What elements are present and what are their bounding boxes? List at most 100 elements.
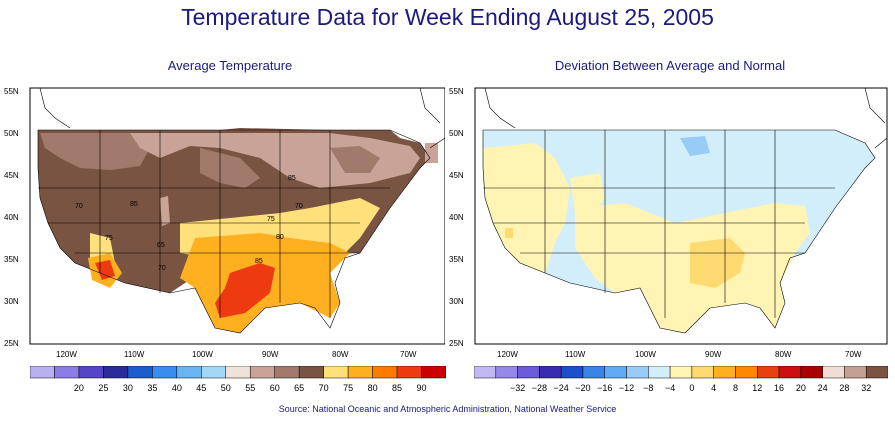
lon-label: 100W xyxy=(192,350,213,359)
colorbar-label: 25 xyxy=(98,383,108,393)
colorbar-swatch xyxy=(822,366,845,379)
lon-label: 120W xyxy=(56,350,77,359)
lon-label: 110W xyxy=(565,350,586,359)
lon-label: 90W xyxy=(705,350,722,359)
lon-labels-left: 120W 110W 100W 90W 80W 70W xyxy=(56,350,417,359)
us-deviation-regions xyxy=(483,130,875,333)
contour-label: 70 xyxy=(75,203,83,210)
colorbar-swatch xyxy=(648,366,671,379)
lon-label: 100W xyxy=(635,350,656,359)
colorbar-swatch xyxy=(865,366,888,379)
lat-label: 50N xyxy=(4,129,19,138)
colorbar-swatch xyxy=(495,366,518,379)
lat-label: 25N xyxy=(4,339,19,348)
lat-labels-right: 55N 50N 45N 40N 35N 30N 25N xyxy=(449,87,464,348)
colorbar-swatch xyxy=(30,366,55,379)
colorbar-label: 75 xyxy=(343,383,353,393)
colorbar-swatch xyxy=(669,366,693,379)
lon-label: 80W xyxy=(332,350,349,359)
colorbar-swatch xyxy=(844,366,867,379)
lat-label: 50N xyxy=(449,129,464,138)
colorbar-label: 90 xyxy=(417,383,427,393)
colorbar-swatch xyxy=(560,366,584,379)
colorbar-swatch xyxy=(323,366,349,379)
colorbar-label: −4 xyxy=(665,383,675,393)
average-temperature-colorbar: 20 25 30 35 40 45 50 55 60 65 70 75 80 85 90 xyxy=(30,366,446,393)
lat-labels-left: 55N 50N 45N 40N 35N 30N 25N xyxy=(4,87,19,348)
colorbar-swatch xyxy=(176,366,202,379)
colorbar-swatch xyxy=(78,366,104,379)
colorbar-label: 8 xyxy=(733,383,738,393)
colorbar-label: 4 xyxy=(711,383,716,393)
colorbar-swatch xyxy=(604,366,627,379)
lon-label: 120W xyxy=(497,350,518,359)
deviation-subtitle: Deviation Between Average and Normal xyxy=(554,58,786,73)
colorbar-label: 12 xyxy=(752,383,762,393)
lat-label: 30N xyxy=(4,297,19,306)
colorbar-swatch xyxy=(347,366,373,379)
contour-label: 75 xyxy=(267,216,275,223)
lat-label: 45N xyxy=(449,171,464,180)
colorbar-label: 85 xyxy=(392,383,402,393)
colorbar-label: 35 xyxy=(147,383,157,393)
colorbar-label: −24 xyxy=(554,383,569,393)
colorbar-label: −12 xyxy=(619,383,634,393)
colorbar-swatch xyxy=(735,366,758,379)
lat-label: 30N xyxy=(449,297,464,306)
colorbar-label: 20 xyxy=(74,383,84,393)
colorbar-swatch xyxy=(691,366,714,379)
source-note: Source: National Oceanic and Atmospheric… xyxy=(278,404,617,414)
page-title: Temperature Data for Week Ending August … xyxy=(181,4,714,30)
lon-labels-right: 120W 110W 100W 90W 80W 70W xyxy=(497,350,862,359)
colorbar-label: 0 xyxy=(689,383,694,393)
lat-label: 55N xyxy=(4,87,19,96)
colorbar-label: 28 xyxy=(839,383,849,393)
lat-label: 25N xyxy=(449,339,464,348)
lon-label: 70W xyxy=(400,350,417,359)
colorbar-swatch xyxy=(249,366,275,379)
colorbar-swatch xyxy=(713,366,736,379)
colorbar-label: 60 xyxy=(270,383,280,393)
colorbar-swatch xyxy=(103,366,129,379)
colorbar-swatch xyxy=(54,366,80,379)
contour-label: 85 xyxy=(288,175,296,182)
average-temperature-map: 85 70 85 75 65 70 85 80 75 70 55N 50N 45… xyxy=(0,82,450,362)
colorbar-label: 50 xyxy=(221,383,231,393)
colorbar-label: −16 xyxy=(597,383,612,393)
lon-label: 110W xyxy=(124,350,145,359)
contour-label: 70 xyxy=(158,265,166,272)
colorbar-swatch xyxy=(372,366,398,379)
colorbar-swatch xyxy=(757,366,780,379)
colorbar-swatch xyxy=(778,366,802,379)
avg-temp-subtitle: Average Temperature xyxy=(167,58,293,73)
colorbar-swatch xyxy=(127,366,153,379)
lat-label: 55N xyxy=(449,87,464,96)
colorbar-swatch xyxy=(201,366,227,379)
colorbar-label: 45 xyxy=(196,383,206,393)
lat-label: 35N xyxy=(449,255,464,264)
colorbar-swatch xyxy=(539,366,562,379)
colorbar-label: 80 xyxy=(368,383,378,393)
lon-label: 80W xyxy=(775,350,792,359)
colorbar-swatch xyxy=(152,366,178,379)
lon-label: 90W xyxy=(262,350,279,359)
colorbar-swatch xyxy=(626,366,649,379)
colorbar-label: −28 xyxy=(532,383,547,393)
colorbar-swatch xyxy=(800,366,823,379)
colorbar-label: −8 xyxy=(643,383,653,393)
colorbar-label: 24 xyxy=(818,383,828,393)
colorbar-swatch xyxy=(396,366,422,379)
colorbar-swatch xyxy=(298,366,324,379)
colorbar-label: −32 xyxy=(510,383,525,393)
colorbar-swatch xyxy=(274,366,300,379)
colorbar-label: 20 xyxy=(796,383,806,393)
map-outlines xyxy=(482,87,888,334)
contour-label: 80 xyxy=(276,234,284,241)
colorbar-label: 32 xyxy=(861,383,871,393)
contour-label: 75 xyxy=(105,235,113,242)
colorbar-label: 16 xyxy=(774,383,784,393)
contour-label: 70 xyxy=(295,203,303,210)
lat-label: 45N xyxy=(4,171,19,180)
contour-labels: 85 70 85 75 65 70 85 80 75 70 xyxy=(75,175,303,272)
colorbar-label: −20 xyxy=(575,383,590,393)
